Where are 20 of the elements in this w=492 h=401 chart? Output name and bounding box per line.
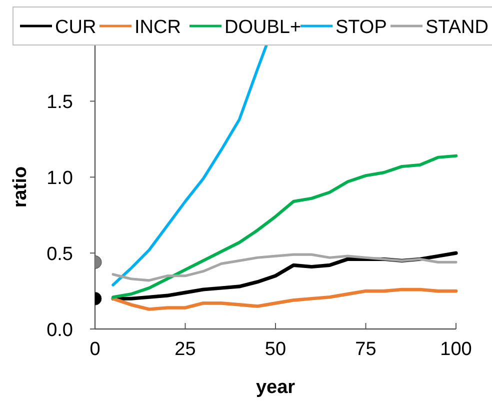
- x-tick-label: 100: [440, 339, 472, 360]
- y-tick-label: 1.0: [46, 168, 73, 190]
- legend-label: STOP: [336, 17, 387, 38]
- x-tick-label: 50: [264, 339, 286, 360]
- line-series: [112, 45, 268, 286]
- y-axis-title: ratio: [10, 166, 31, 208]
- x-tick-label: 25: [174, 339, 196, 360]
- line-series: [112, 253, 458, 282]
- y-tick-label: 1.5: [46, 92, 73, 114]
- line-series: [111, 288, 458, 311]
- legend-label: CUR: [55, 17, 96, 38]
- legend-label: DOUBL+: [224, 17, 302, 38]
- line-series: [112, 154, 458, 299]
- x-tick-label: 75: [355, 339, 376, 360]
- legend-label: INCR: [134, 17, 181, 38]
- x-axis-title: year: [256, 377, 296, 398]
- legend-label: STAND: [426, 17, 488, 38]
- x-tick-label: 0: [90, 339, 100, 360]
- y-tick-label: 0.0: [46, 320, 73, 341]
- y-tick-label: 0.5: [46, 244, 73, 266]
